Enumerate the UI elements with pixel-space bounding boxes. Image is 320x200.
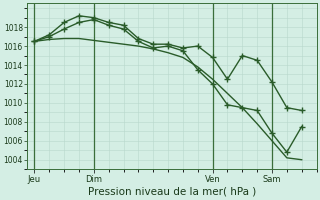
X-axis label: Pression niveau de la mer( hPa ): Pression niveau de la mer( hPa ) xyxy=(88,187,256,197)
